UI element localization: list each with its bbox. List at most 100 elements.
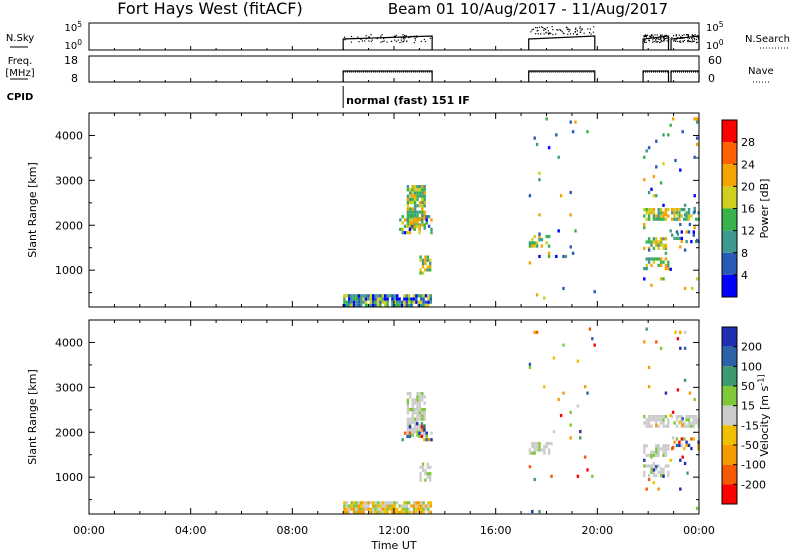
power-data-cell [411, 194, 414, 198]
velocity-data-cell [685, 440, 688, 444]
nsearch-dot [395, 40, 397, 43]
nsearch-dot [690, 41, 692, 43]
velocity-data-cell [418, 414, 422, 418]
velocity-data-cell [685, 443, 688, 447]
power-data-cell [430, 227, 433, 231]
velocity-data-cell [664, 464, 668, 468]
velocity-data-cell [688, 391, 692, 395]
power-data-cell [655, 165, 658, 169]
nsearch-dot [691, 37, 693, 39]
power-data-cell [533, 136, 536, 140]
power-data-cell [657, 211, 660, 215]
nsearch-dot [368, 40, 370, 42]
nsearch-dot [383, 38, 385, 40]
power-data-cell [645, 263, 648, 267]
velocity-data-cell [415, 507, 418, 511]
velocity-data-cell [692, 415, 695, 419]
velocity-data-cell [535, 445, 539, 449]
power-data-cell [411, 210, 414, 214]
velocity-data-cell [355, 510, 358, 514]
nsearch-dot [400, 37, 403, 39]
power-data-cell [343, 297, 346, 301]
power-data-cell [574, 229, 577, 233]
power-data-cell [547, 251, 551, 255]
velocity-data-cell [679, 346, 682, 350]
power-data-cell [345, 300, 348, 304]
power-data-cell [369, 294, 372, 298]
velocity-data-cell [655, 474, 658, 478]
time-axis-label: Time UT [370, 539, 416, 552]
power-data-cell [409, 220, 412, 224]
power-data-cell [678, 214, 681, 218]
velocity-data-cell [683, 461, 687, 466]
nsearch-dot [380, 35, 382, 37]
power-data-cell [408, 297, 411, 301]
power-data-cell [422, 294, 425, 298]
power-data-cell [348, 294, 351, 298]
nsearch-dot [697, 37, 700, 39]
nsearch-dot [400, 39, 402, 41]
velocity-data-cell [403, 431, 407, 435]
nsearch-dot [548, 33, 550, 35]
nsearch-dot [550, 32, 552, 35]
velocity-data-cell [422, 510, 425, 514]
power-data-cell [662, 260, 665, 264]
velocity-data-cell [406, 424, 410, 428]
power-data-cell [418, 224, 421, 228]
power-data-cell [418, 218, 421, 222]
velocity-data-cell [427, 501, 430, 505]
velocity-data-cell [357, 504, 360, 508]
velocity-data-cell [695, 421, 698, 425]
power-data-cell [676, 213, 680, 217]
velocity-data-cell [345, 501, 348, 505]
power-data-cell [424, 261, 427, 266]
velocity-data-cell [647, 453, 651, 457]
power-data-cell [406, 201, 410, 205]
velocity-data-cell [643, 470, 646, 474]
velocity-data-cell [659, 415, 663, 419]
power-data-cell [401, 215, 404, 219]
velocity-data-cell [393, 501, 396, 505]
power-data-cell [652, 194, 656, 198]
power-data-cell [687, 208, 691, 212]
nsearch-dot [545, 32, 547, 34]
velocity-data-cell [533, 441, 536, 446]
power-data-cell [417, 303, 420, 307]
nsearch-dot [645, 36, 647, 38]
velocity-data-cell [664, 450, 668, 454]
power-colorbar-label: Power [dB] [758, 179, 771, 239]
velocity-data-cell [538, 509, 541, 514]
velocity-data-cell [388, 501, 392, 505]
velocity-data-cell [408, 434, 412, 439]
nsearch-dot [410, 35, 412, 37]
power-data-cell [409, 217, 412, 221]
nsearch-dot [688, 37, 690, 40]
power-data-cell [664, 237, 668, 241]
power-data-cell [357, 300, 360, 304]
nsearch-dot [580, 29, 582, 31]
nsearch-dot [671, 37, 673, 39]
power-data-cell [659, 257, 663, 261]
velocity-data-cell [412, 510, 416, 514]
nsearch-dot [666, 37, 668, 39]
power-data-cell [690, 240, 693, 244]
power-data-cell [652, 260, 656, 264]
velocity-data-cell [664, 391, 668, 395]
power-data-cell [645, 217, 648, 221]
velocity-data-cell [686, 471, 689, 475]
nsearch-dot [676, 38, 678, 40]
nsearch-dot [587, 28, 589, 30]
velocity-data-cell [355, 504, 358, 508]
power-data-cell [643, 208, 646, 212]
power-data-cell [655, 194, 658, 198]
power-data-cell [416, 197, 419, 201]
velocity-data-cell [410, 510, 413, 514]
velocity-colorbar-tick-label: -200 [741, 478, 766, 491]
velocity-data-cell [662, 415, 665, 419]
nsearch-dot [572, 33, 575, 35]
velocity-colorbar-segment [722, 464, 737, 485]
power-data-cell [422, 297, 425, 301]
velocity-data-cell [683, 424, 686, 428]
nsearch-dot [686, 34, 688, 36]
